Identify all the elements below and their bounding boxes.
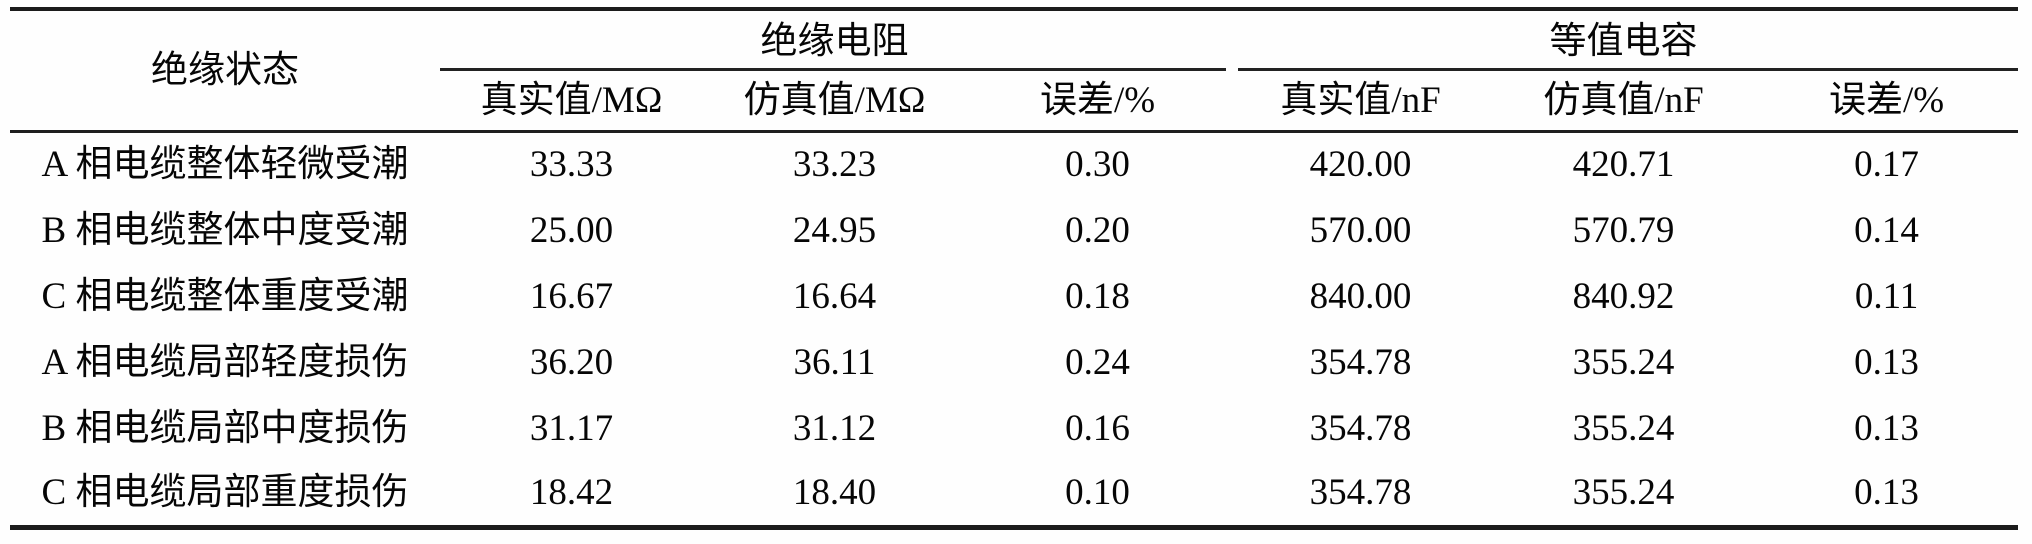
cell-error-resistance: 0.18 (1065, 275, 1130, 317)
cell-error-capacitance: 0.11 (1854, 275, 1919, 317)
column-header-true-value-nf: 真实值/nF (1229, 71, 1493, 133)
table-row: B 相电缆整体中度受潮 25.00 24.95 0.20 570.00 570.… (10, 197, 2018, 263)
cell-true-mohm: 25.00 (529, 209, 614, 251)
cell-sim-mohm: 31.12 (792, 407, 877, 449)
group-header-equivalent-capacitance: 等值电容 (1229, 9, 2019, 71)
cell-true-mohm: 18.42 (529, 472, 614, 514)
cell-true-mohm: 36.20 (529, 341, 614, 383)
cell-true-nf: 354.78 (1309, 472, 1412, 514)
cell-sim-nf: 570.79 (1572, 209, 1675, 251)
table-body: A 相电缆整体轻微受潮 33.33 33.23 0.30 420.00 420.… (10, 131, 2018, 527)
cell-sim-mohm: 16.64 (792, 275, 877, 317)
cell-true-mohm: 16.67 (529, 275, 614, 317)
column-header-error-pct-resistance: 误差/% (966, 71, 1230, 133)
column-header-sim-value-mohm: 仿真值/MΩ (703, 71, 966, 133)
cell-error-resistance: 0.20 (1065, 209, 1130, 251)
sub-header-row: 真实值/MΩ 仿真值/MΩ 误差/% 真实值/nF 仿真值/nF 误差/% (10, 71, 2019, 133)
table-row: C 相电缆局部重度损伤 18.42 18.40 0.10 354.78 355.… (10, 461, 2018, 527)
row-label: B 相电缆整体中度受潮 (41, 209, 409, 251)
cell-true-mohm: 31.17 (529, 407, 614, 449)
table-row: A 相电缆局部轻度损伤 36.20 36.11 0.24 354.78 355.… (10, 329, 2018, 395)
cell-true-nf: 420.00 (1309, 144, 1412, 186)
group-header-insulation-resistance: 绝缘电阻 (440, 9, 1229, 71)
row-label: A 相电缆整体轻微受潮 (41, 144, 409, 186)
row-label: A 相电缆局部轻度损伤 (41, 341, 409, 383)
row-label: B 相电缆局部中度损伤 (41, 407, 409, 449)
group-header-row: 绝缘状态 绝缘电阻 等值电容 (10, 9, 2019, 133)
cell-sim-mohm: 24.95 (792, 209, 877, 251)
column-header-insulation-state: 绝缘状态 (10, 9, 440, 133)
row-label: C 相电缆局部重度损伤 (41, 472, 409, 514)
insulation-results-table: 绝缘状态 绝缘电阻 等值电容 真实值/MΩ 仿真值/MΩ 误差/% 真实值/nF… (10, 7, 2019, 530)
cell-true-nf: 840.00 (1309, 275, 1412, 317)
cell-true-nf: 354.78 (1309, 341, 1412, 383)
table-row: B 相电缆局部中度损伤 31.17 31.12 0.16 354.78 355.… (10, 395, 2018, 461)
column-header-error-pct-capacitance: 误差/% (1755, 71, 2019, 133)
cell-sim-nf: 420.71 (1572, 144, 1675, 186)
cell-error-resistance: 0.16 (1065, 407, 1130, 449)
cell-sim-mohm: 33.23 (792, 144, 877, 186)
cell-true-nf: 570.00 (1309, 209, 1412, 251)
cell-error-resistance: 0.24 (1065, 341, 1130, 383)
cell-sim-nf: 840.92 (1572, 275, 1675, 317)
table-row: A 相电缆整体轻微受潮 33.33 33.23 0.30 420.00 420.… (10, 131, 2018, 197)
cell-sim-nf: 355.24 (1572, 341, 1675, 383)
cell-error-capacitance: 0.13 (1854, 407, 1919, 449)
cell-sim-nf: 355.24 (1572, 407, 1675, 449)
cell-error-resistance: 0.30 (1065, 144, 1130, 186)
column-header-sim-value-nf: 仿真值/nF (1492, 71, 1756, 133)
cell-error-capacitance: 0.17 (1854, 144, 1919, 186)
cell-sim-mohm: 18.40 (792, 472, 877, 514)
cell-sim-mohm: 36.11 (793, 341, 876, 383)
cell-error-resistance: 0.10 (1065, 472, 1130, 514)
cell-error-capacitance: 0.13 (1854, 472, 1919, 514)
cell-error-capacitance: 0.13 (1854, 341, 1919, 383)
table-row: C 相电缆整体重度受潮 16.67 16.64 0.18 840.00 840.… (10, 263, 2018, 329)
column-header-true-value-mohm: 真实值/MΩ (440, 71, 703, 133)
cell-true-mohm: 33.33 (529, 144, 614, 186)
cell-true-nf: 354.78 (1309, 407, 1412, 449)
cell-sim-nf: 355.24 (1572, 472, 1675, 514)
table-header: 绝缘状态 绝缘电阻 等值电容 真实值/MΩ 仿真值/MΩ 误差/% 真实值/nF… (10, 9, 2019, 133)
row-label: C 相电缆整体重度受潮 (41, 275, 409, 317)
cell-error-capacitance: 0.14 (1854, 209, 1919, 251)
